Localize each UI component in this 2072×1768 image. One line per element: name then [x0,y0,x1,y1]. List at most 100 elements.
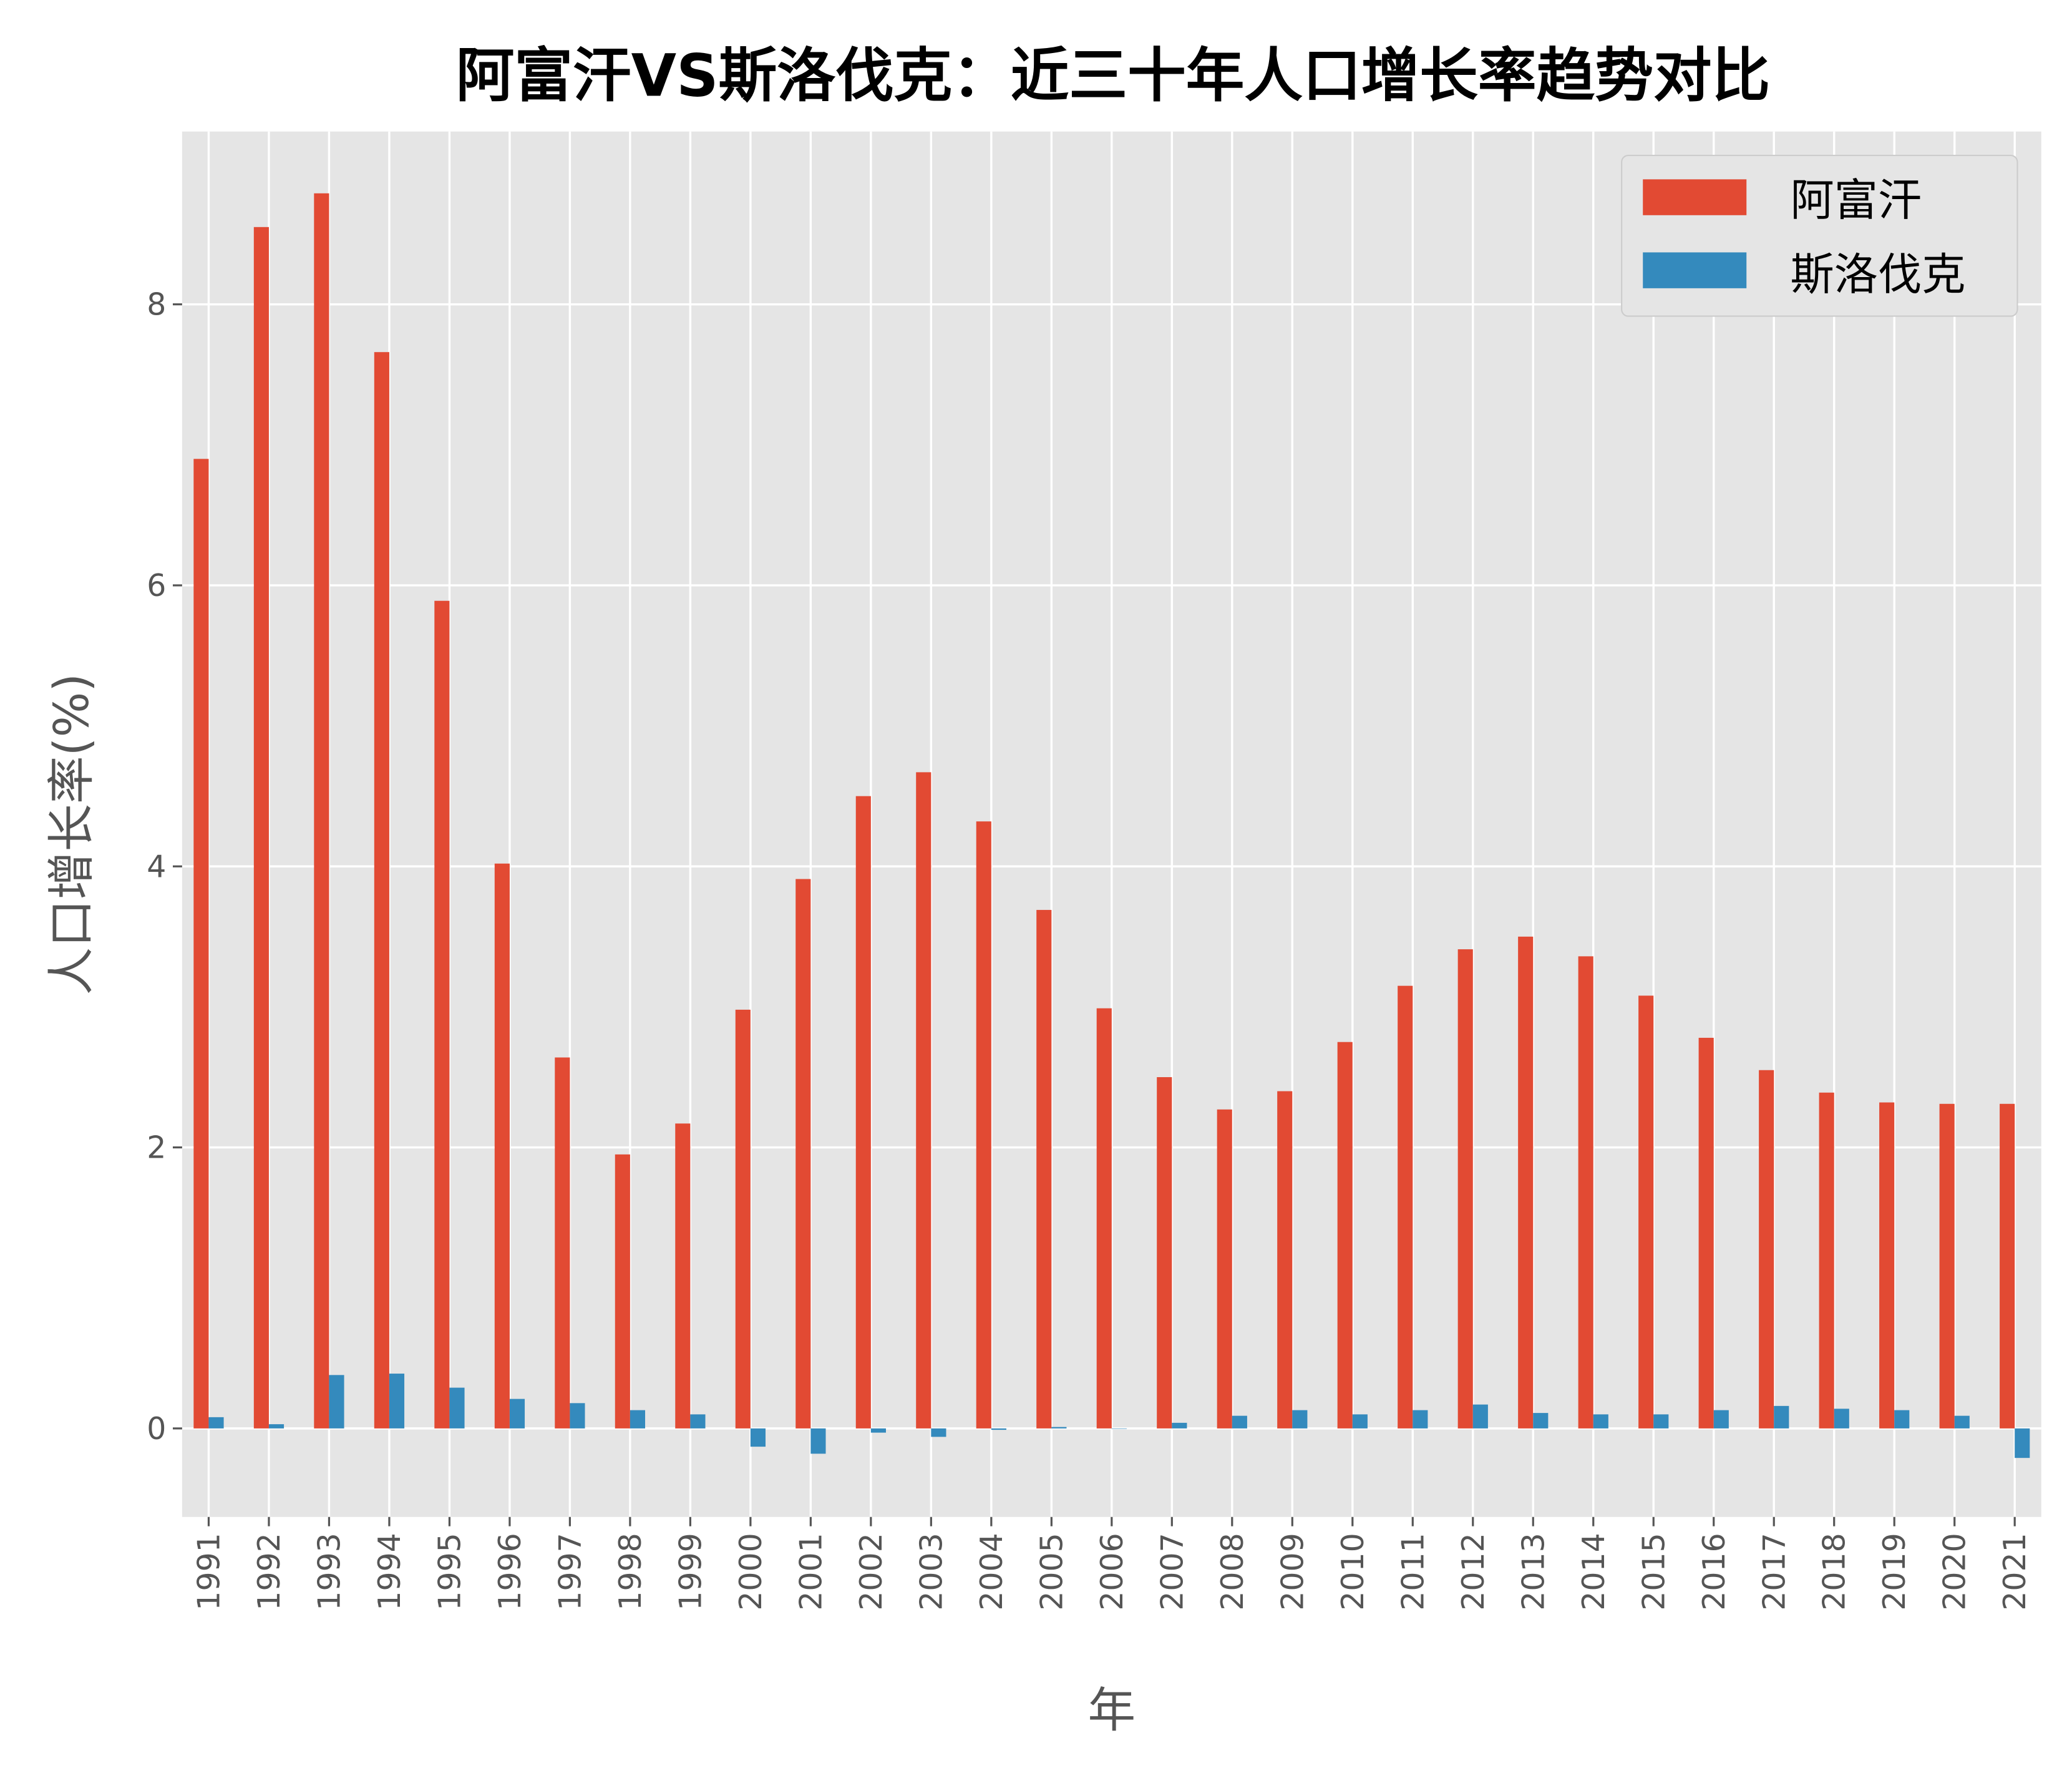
y-tick-label: 6 [147,568,166,603]
x-tick-label: 2010 [1335,1533,1371,1611]
x-tick-label: 1998 [613,1533,648,1611]
bar-slovakia-1999 [690,1414,706,1429]
x-tick-label: 2020 [1937,1533,1973,1611]
bar-afghanistan-1999 [675,1123,691,1429]
bar-slovakia-1992 [268,1424,285,1429]
bar-afghanistan-2004 [976,821,991,1429]
x-tick-label: 2000 [733,1533,769,1611]
bar-slovakia-2010 [1352,1414,1368,1429]
bar-slovakia-1993 [329,1375,344,1429]
bar-slovakia-2007 [1172,1422,1187,1429]
bar-slovakia-2013 [1533,1413,1549,1429]
bar-slovakia-2000 [750,1428,766,1447]
bar-afghanistan-1996 [494,863,510,1429]
bar-afghanistan-2009 [1277,1091,1293,1429]
x-tick-label: 1996 [492,1533,528,1611]
bar-slovakia-2019 [1894,1410,1910,1429]
x-tick-label: 2017 [1756,1533,1792,1611]
bar-slovakia-2016 [1713,1410,1729,1429]
y-axis-label: 人口增长率(%) [44,673,100,995]
bar-afghanistan-1993 [314,193,329,1429]
x-tick-label: 2012 [1456,1533,1491,1611]
legend-label-slovakia: 斯洛伐克 [1790,249,1965,300]
bar-slovakia-2014 [1593,1414,1608,1429]
x-tick-label: 1995 [432,1533,467,1611]
bar-slovakia-1991 [208,1417,224,1429]
bar-afghanistan-2005 [1036,910,1052,1429]
x-tick-label: 1993 [311,1533,347,1611]
x-tick-label: 1994 [372,1533,407,1611]
legend-swatch-afghanistan [1643,179,1747,215]
bar-afghanistan-2017 [1759,1070,1774,1429]
x-tick-label: 2021 [1997,1533,2033,1611]
x-tick-label: 2013 [1515,1533,1551,1611]
x-tick-label: 2005 [1034,1533,1069,1611]
bar-slovakia-2020 [1954,1415,1970,1429]
bar-afghanistan-2020 [1939,1103,1955,1429]
y-tick-label: 0 [147,1411,166,1447]
bar-slovakia-1995 [449,1387,465,1429]
x-tick-label: 2011 [1395,1533,1431,1611]
bar-slovakia-1994 [389,1374,405,1429]
bar-slovakia-2003 [931,1428,946,1437]
x-tick-label: 2006 [1094,1533,1130,1611]
bar-afghanistan-2014 [1578,956,1593,1429]
legend-label-afghanistan: 阿富汗 [1790,175,1922,226]
x-tick-label: 2015 [1636,1533,1671,1611]
bar-slovakia-2009 [1292,1410,1308,1429]
y-tick-label: 8 [147,287,166,323]
bar-afghanistan-2007 [1157,1077,1172,1429]
bar-afghanistan-2013 [1518,936,1534,1429]
x-tick-label: 2016 [1696,1533,1732,1611]
x-tick-label: 2014 [1576,1533,1612,1611]
x-tick-label: 1992 [251,1533,287,1611]
bar-slovakia-2017 [1774,1405,1789,1429]
x-tick-label: 2003 [913,1533,949,1611]
bar-slovakia-2002 [870,1428,886,1433]
bar-slovakia-2015 [1653,1414,1669,1429]
x-tick-label: 2007 [1154,1533,1190,1611]
x-tick-label: 1997 [552,1533,588,1611]
x-tick-label: 2008 [1215,1533,1250,1611]
bar-slovakia-1998 [630,1410,646,1429]
bar-slovakia-2004 [991,1428,1006,1430]
x-tick-label: 1999 [673,1533,708,1611]
bar-afghanistan-2000 [735,1009,751,1429]
bar-slovakia-2018 [1834,1409,1849,1429]
x-tick-label: 2018 [1817,1533,1852,1611]
x-tick-label: 2009 [1275,1533,1310,1611]
x-tick-label: 2004 [974,1533,1009,1611]
bar-afghanistan-2015 [1638,995,1654,1429]
bar-afghanistan-1992 [253,227,269,1429]
chart-title: 阿富汗VS斯洛伐克：近三十年人口增长率趋势对比 [456,42,1770,110]
x-tick-label: 2002 [854,1533,889,1611]
bar-slovakia-2021 [2015,1428,2030,1458]
bar-slovakia-1996 [509,1399,525,1429]
bar-afghanistan-1997 [555,1057,570,1429]
bar-slovakia-2001 [810,1428,826,1454]
y-tick-label: 2 [147,1130,166,1166]
bar-afghanistan-2010 [1337,1042,1353,1429]
y-tick-label: 4 [147,849,166,884]
x-axis-label: 年 [1088,1683,1136,1739]
bar-afghanistan-1994 [374,352,389,1429]
bar-afghanistan-1998 [615,1154,630,1429]
bar-afghanistan-2008 [1217,1109,1232,1429]
x-tick-label: 1991 [191,1533,226,1611]
bar-afghanistan-2021 [2000,1103,2015,1429]
bar-afghanistan-2006 [1096,1008,1112,1429]
bar-afghanistan-2016 [1698,1037,1714,1429]
bar-afghanistan-2012 [1457,949,1473,1429]
bar-slovakia-1997 [570,1403,585,1429]
x-tick-label: 2019 [1877,1533,1912,1611]
bar-slovakia-2008 [1232,1415,1247,1429]
bar-slovakia-2005 [1051,1427,1067,1429]
bar-afghanistan-2001 [795,879,811,1429]
bar-afghanistan-2003 [916,772,931,1429]
bar-slovakia-2012 [1472,1404,1488,1429]
bar-afghanistan-2011 [1398,985,1413,1429]
legend: 阿富汗 斯洛伐克 [1621,154,2018,317]
bar-afghanistan-2019 [1879,1102,1895,1429]
bar-afghanistan-1995 [434,600,450,1429]
